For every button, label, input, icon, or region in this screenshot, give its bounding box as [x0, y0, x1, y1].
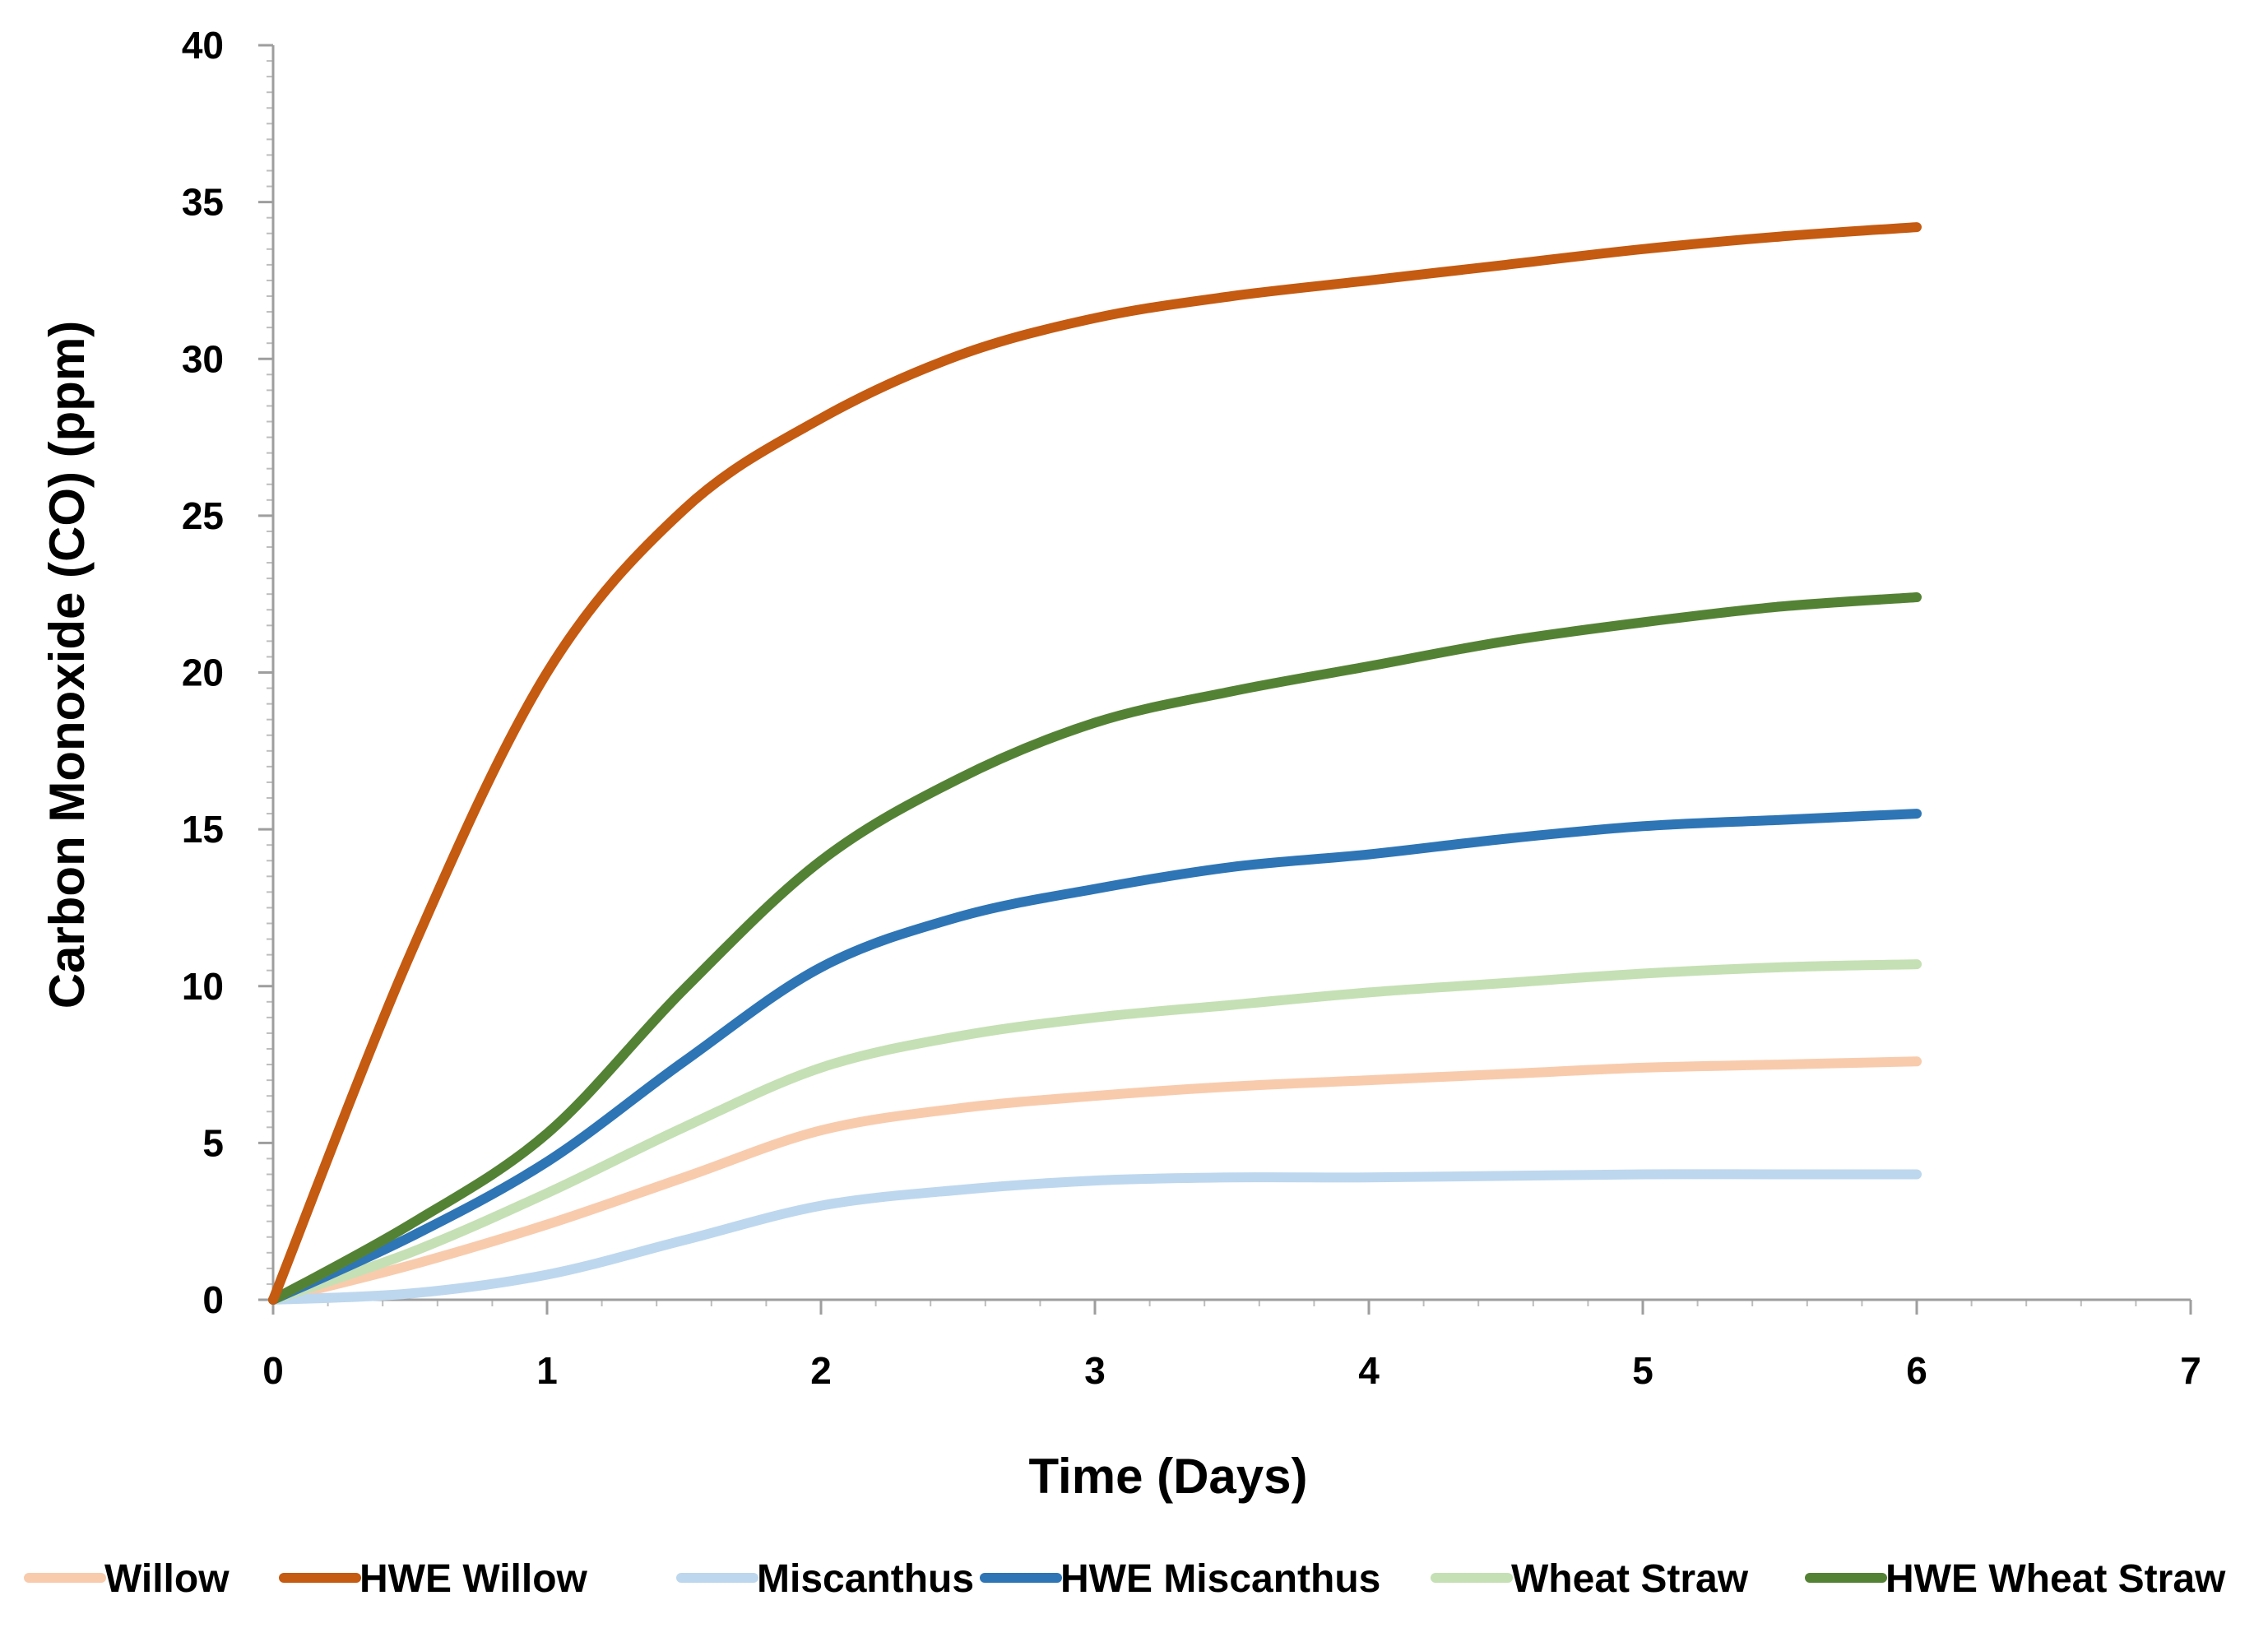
series-line-hwe-willow [268, 222, 1922, 1305]
legend-label-hwe-willow: HWE Willow [359, 1557, 588, 1601]
series-line-willow [268, 1056, 1922, 1305]
y-tick-label: 5 [202, 1121, 224, 1164]
y-axis-title: Carbon Monoxide (CO) (ppm) [39, 321, 95, 1009]
legend-label-miscanthus: Miscanthus [757, 1557, 974, 1601]
y-tick-label: 10 [182, 965, 224, 1008]
y-tick-label: 35 [182, 181, 224, 224]
x-tick-label: 1 [536, 1349, 558, 1392]
x-tick-label: 3 [1084, 1349, 1106, 1392]
legend-label-hwe-miscanthus: HWE Miscanthus [1060, 1557, 1380, 1601]
y-tick-label: 25 [182, 494, 224, 537]
x-axis-title: Time (Days) [1028, 1449, 1307, 1504]
x-tick-label: 6 [1906, 1349, 1927, 1392]
series-lines [268, 222, 1922, 1305]
y-tick-label: 30 [182, 337, 224, 380]
legend-label-wheat-straw: Wheat Straw [1511, 1557, 1749, 1601]
legend-label-willow: Willow [104, 1557, 230, 1601]
series-line-wheat-straw [268, 959, 1922, 1305]
x-tick-label: 0 [262, 1349, 284, 1392]
x-tick-label: 2 [810, 1349, 832, 1392]
x-tick-label: 4 [1358, 1349, 1380, 1392]
series-line-hwe-wheat-straw [268, 592, 1922, 1305]
x-tick-label: 5 [1632, 1349, 1653, 1392]
series-line-hwe-miscanthus [268, 809, 1922, 1305]
y-tick-label: 40 [182, 24, 224, 67]
series-line-miscanthus [268, 1169, 1922, 1305]
y-tick-label: 0 [202, 1278, 224, 1321]
x-tick-label: 7 [2180, 1349, 2201, 1392]
legend-label-hwe-wheat-straw: HWE Wheat Straw [1885, 1557, 2226, 1601]
y-tick-label: 15 [182, 808, 224, 851]
y-tick-label: 20 [182, 652, 224, 694]
tick-labels: 0 5 10 15 20 25 30 35 40 0 1 2 3 4 5 6 7 [182, 24, 2201, 1392]
legend: Willow HWE Willow Miscanthus HWE Miscanthus… [24, 1557, 2226, 1601]
